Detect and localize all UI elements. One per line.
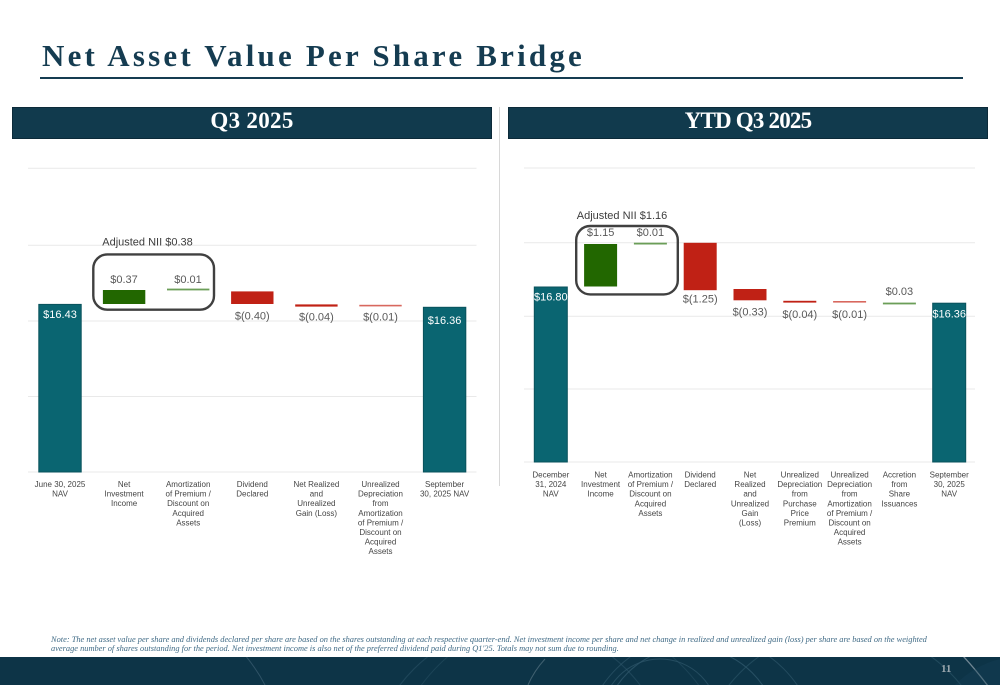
- svg-text:$(0.04): $(0.04): [299, 312, 334, 324]
- svg-text:Adjusted NII $1.16: Adjusted NII $1.16: [577, 210, 668, 222]
- svg-text:$1.15: $1.15: [587, 227, 615, 239]
- svg-text:$0.01: $0.01: [637, 227, 665, 239]
- svg-text:$(0.01): $(0.01): [832, 309, 867, 321]
- svg-text:$0.37: $0.37: [110, 274, 138, 286]
- svg-text:$(0.33): $(0.33): [733, 307, 768, 319]
- svg-text:$16.43: $16.43: [43, 309, 77, 321]
- svg-text:$16.36: $16.36: [428, 315, 462, 327]
- svg-text:$0.01: $0.01: [174, 274, 202, 286]
- svg-text:Adjusted NII $0.38: Adjusted NII $0.38: [102, 237, 193, 249]
- svg-text:$(1.25): $(1.25): [683, 294, 718, 306]
- svg-text:$16.80: $16.80: [534, 292, 568, 304]
- svg-text:$0.03: $0.03: [886, 286, 914, 298]
- svg-text:$(0.40): $(0.40): [235, 311, 270, 323]
- svg-text:$(0.01): $(0.01): [363, 312, 398, 324]
- svg-text:$(0.04): $(0.04): [782, 309, 817, 321]
- svg-text:$16.36: $16.36: [932, 309, 966, 321]
